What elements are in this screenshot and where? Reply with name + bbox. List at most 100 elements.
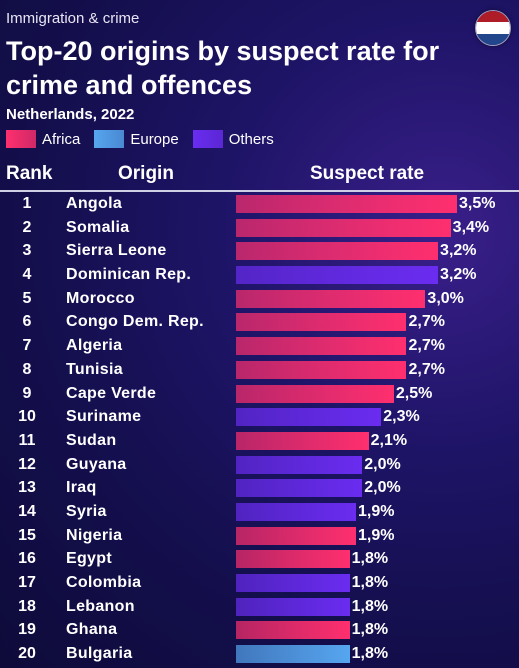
bar-row: 11 Sudan 2,1% bbox=[0, 429, 519, 453]
bar-row: 14 Syria 1,9% bbox=[0, 500, 519, 524]
bar-row: 4 Dominican Rep. 3,2% bbox=[0, 263, 519, 287]
origin-label: Egypt bbox=[66, 550, 112, 568]
value-label: 2,3% bbox=[383, 408, 420, 426]
legend: Africa Europe Others bbox=[6, 129, 288, 149]
origin-label: Tunisia bbox=[66, 360, 123, 378]
legend-item-others: Others bbox=[192, 130, 274, 148]
legend-swatch-others bbox=[192, 130, 223, 148]
legend-label-europe: Europe bbox=[130, 130, 179, 148]
value-label: 2,5% bbox=[395, 384, 433, 402]
value-label: 1,8% bbox=[351, 550, 389, 568]
rank-label: 7 bbox=[22, 337, 32, 355]
rank-label: 4 bbox=[22, 266, 32, 284]
value-label: 2,7% bbox=[408, 313, 445, 331]
origin-label: Lebanon bbox=[66, 597, 135, 615]
bar-sierra-leone bbox=[236, 242, 439, 261]
value-label: 2,7% bbox=[408, 360, 445, 378]
legend-label-others: Others bbox=[228, 130, 274, 148]
origin-label: Angola bbox=[66, 195, 123, 212]
origin-label: Ghana bbox=[66, 621, 118, 639]
value-label: 2,0% bbox=[364, 455, 401, 473]
column-header-origin: Origin bbox=[118, 163, 174, 184]
origin-label: Suriname bbox=[66, 408, 142, 426]
origin-label: Dominican Rep. bbox=[66, 266, 192, 284]
origin-label: Somalia bbox=[66, 218, 130, 236]
bar-row: 12 Guyana 2,0% bbox=[0, 453, 519, 477]
bar-ghana bbox=[236, 621, 350, 640]
bar-row: 6 Congo Dem. Rep. 2,7% bbox=[0, 310, 519, 334]
bar-colombia bbox=[236, 574, 350, 592]
value-label: 1,8% bbox=[351, 645, 389, 663]
rank-label: 13 bbox=[18, 479, 36, 497]
bar-row: 16 Egypt 1,8% bbox=[0, 547, 519, 571]
origin-label: Cape Verde bbox=[66, 384, 157, 402]
value-label: 3,4% bbox=[452, 218, 490, 236]
rank-label: 10 bbox=[18, 408, 36, 426]
origin-label: Nigeria bbox=[66, 526, 123, 544]
origin-label: Algeria bbox=[66, 337, 123, 355]
flag-stripe-red bbox=[476, 11, 510, 23]
bar-suriname bbox=[236, 408, 382, 427]
bar-row: 19 Ghana 1,8% bbox=[0, 618, 519, 642]
bar-egypt bbox=[236, 550, 350, 569]
rank-label: 14 bbox=[18, 502, 36, 520]
bar-iraq bbox=[236, 479, 363, 498]
bar-angola bbox=[236, 195, 457, 213]
flag-stripe-white bbox=[476, 22, 510, 34]
header-divider bbox=[0, 190, 519, 192]
rank-label: 12 bbox=[18, 455, 36, 473]
value-label: 2,1% bbox=[370, 431, 408, 449]
bar-cape-verde bbox=[236, 384, 394, 403]
bar-bulgaria bbox=[236, 645, 350, 664]
bar-row: 8 Tunisia 2,7% bbox=[0, 358, 519, 382]
origin-label: Iraq bbox=[66, 479, 97, 497]
value-label: 1,8% bbox=[351, 621, 389, 639]
rank-label: 18 bbox=[18, 597, 36, 615]
column-header-rate: Suspect rate bbox=[310, 163, 425, 184]
bar-row: 1 Angola 3,5% bbox=[0, 192, 519, 216]
kicker-text: Immigration & crime bbox=[6, 10, 140, 27]
legend-item-africa: Africa bbox=[6, 130, 80, 148]
bar-row: 13 Iraq 2,0% bbox=[0, 476, 519, 500]
value-label: 3,2% bbox=[440, 242, 477, 260]
column-header-row: Rank Origin Suspect rate bbox=[0, 163, 519, 189]
rank-label: 1 bbox=[22, 195, 32, 212]
bar-row: 3 Sierra Leone 3,2% bbox=[0, 239, 519, 263]
rank-label: 8 bbox=[22, 360, 32, 378]
bar-row: 9 Cape Verde 2,5% bbox=[0, 382, 519, 406]
origin-label: Guyana bbox=[66, 455, 127, 473]
rank-label: 20 bbox=[18, 645, 36, 663]
rank-label: 2 bbox=[22, 218, 32, 236]
bar-somalia bbox=[236, 218, 451, 237]
rank-label: 3 bbox=[22, 242, 32, 260]
bar-row: 17 Colombia 1,8% bbox=[0, 571, 519, 595]
value-label: 2,0% bbox=[364, 479, 401, 497]
column-header-rank: Rank bbox=[6, 163, 53, 184]
bar-row: 10 Suriname 2,3% bbox=[0, 405, 519, 429]
chart-subtitle: Netherlands, 2022 bbox=[6, 106, 135, 123]
bar-syria bbox=[236, 502, 356, 521]
origin-label: Morocco bbox=[66, 289, 135, 307]
rank-label: 17 bbox=[18, 574, 36, 591]
value-label: 1,8% bbox=[351, 597, 389, 615]
bar-lebanon bbox=[236, 597, 350, 616]
legend-swatch-europe bbox=[94, 130, 125, 148]
rank-label: 9 bbox=[22, 384, 32, 402]
bar-guyana bbox=[236, 455, 363, 474]
value-label: 3,0% bbox=[427, 289, 464, 307]
chart-title: Top-20 origins by suspect rate for crime… bbox=[6, 36, 440, 100]
value-label: 1,9% bbox=[357, 526, 395, 544]
bar-nigeria bbox=[236, 526, 356, 545]
rank-label: 19 bbox=[18, 621, 36, 639]
bar-row: 7 Algeria 2,7% bbox=[0, 334, 519, 358]
origin-label: Sudan bbox=[66, 431, 117, 449]
bar-row: 20 Bulgaria 1,8% bbox=[0, 642, 519, 666]
bar-congo-dem-rep bbox=[236, 313, 407, 332]
bar-algeria bbox=[236, 337, 407, 356]
rank-label: 6 bbox=[22, 313, 32, 331]
legend-swatch-africa bbox=[6, 130, 36, 148]
origin-label: Sierra Leone bbox=[66, 242, 167, 260]
rank-label: 11 bbox=[18, 431, 36, 449]
value-label: 1,9% bbox=[357, 502, 395, 520]
legend-label-africa: Africa bbox=[42, 130, 81, 148]
